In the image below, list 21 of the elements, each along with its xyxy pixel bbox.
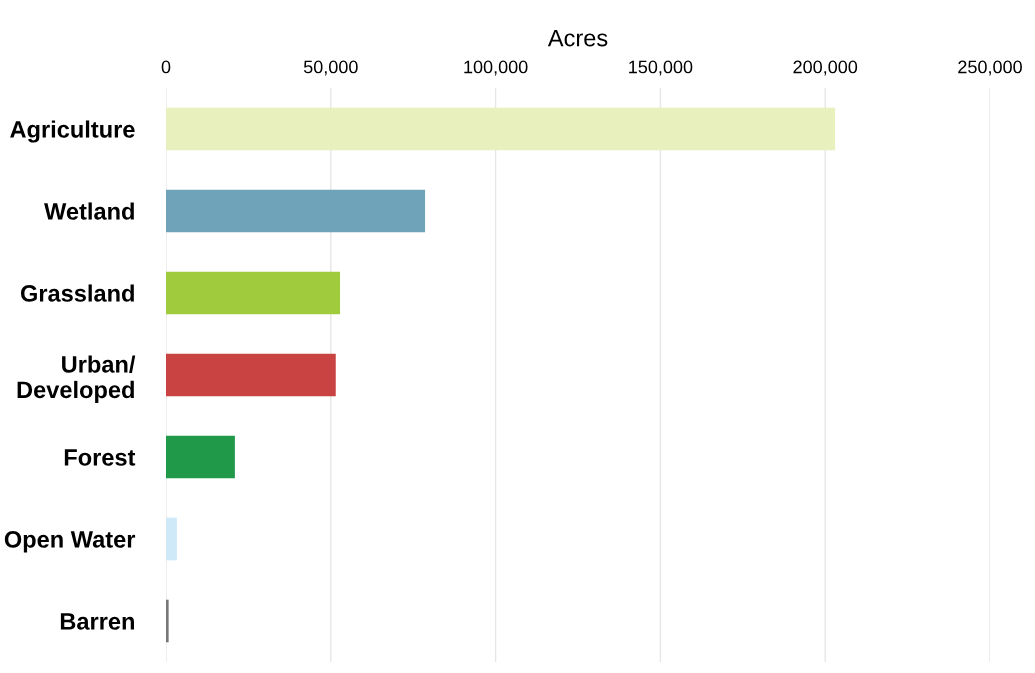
bar xyxy=(166,271,341,315)
x-tick-label: 200,000 xyxy=(793,60,858,76)
y-tick-label: Forest xyxy=(64,449,136,466)
y-tick-label: Barren xyxy=(60,613,134,630)
bar xyxy=(166,189,426,233)
y-tick-label: Grassland xyxy=(20,284,134,302)
y-tick-label: Open Water xyxy=(4,531,136,553)
y-tick-label: Urban/ Developed xyxy=(17,355,136,403)
bar xyxy=(166,107,836,151)
x-tick-label: 250,000 xyxy=(958,60,1022,76)
y-tick-label: Wetland xyxy=(44,202,134,220)
x-axis-title: Acres xyxy=(547,29,608,47)
bar xyxy=(166,599,169,643)
x-tick-label: 0 xyxy=(161,60,171,74)
bar xyxy=(166,353,336,397)
bar xyxy=(166,517,177,561)
y-tick-label: Agriculture xyxy=(10,120,135,143)
x-tick-label: 50,000 xyxy=(303,60,358,76)
x-tick-label: 100,000 xyxy=(464,60,528,76)
bar xyxy=(166,435,235,479)
x-tick-label: 150,000 xyxy=(629,60,693,76)
